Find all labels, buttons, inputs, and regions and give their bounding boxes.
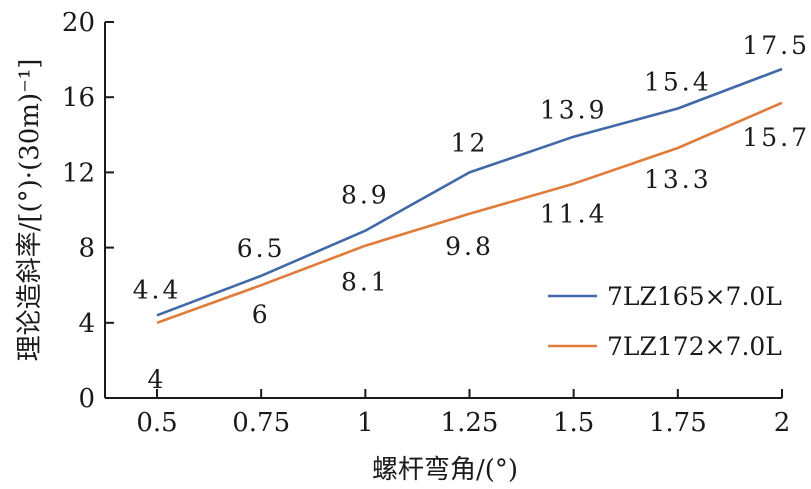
data-label: 4.4 bbox=[133, 275, 182, 304]
x-tick-label: 1.5 bbox=[553, 408, 594, 438]
data-label: 9.8 bbox=[445, 232, 494, 261]
data-label: 17.5 bbox=[742, 31, 810, 60]
data-label: 13.3 bbox=[644, 165, 712, 194]
y-tick-label: 8 bbox=[78, 234, 95, 264]
legend-label-1: 7LZ165×7.0L bbox=[607, 282, 782, 311]
data-label: 8.9 bbox=[341, 181, 390, 210]
y-tick-label: 4 bbox=[78, 309, 95, 339]
data-label: 4 bbox=[148, 365, 167, 394]
series-lines bbox=[156, 67, 783, 325]
x-tick-label: 2 bbox=[774, 408, 791, 438]
legend-label-2: 7LZ172×7.0L bbox=[607, 332, 782, 361]
value-labels: 4.4 6.5 8.9 12 13.9 15.4 17.5 4 6 8.1 9.8 11.4 13.3 1… bbox=[133, 31, 810, 394]
x-tick-label: 1.75 bbox=[649, 408, 707, 438]
data-label: 15.4 bbox=[644, 67, 712, 96]
x-tick-label: 1 bbox=[357, 408, 374, 438]
data-label: 12 bbox=[451, 128, 489, 157]
axes bbox=[104, 22, 782, 399]
y-tick-label: 0 bbox=[78, 384, 95, 414]
y-tick-label: 20 bbox=[62, 8, 95, 38]
y-ticks: 0 4 8 12 16 20 bbox=[62, 8, 114, 414]
data-label: 15.7 bbox=[742, 123, 810, 152]
y-tick-label: 12 bbox=[62, 158, 95, 188]
data-label: 13.9 bbox=[540, 96, 608, 125]
x-axis-title: 螺杆弯角/(°) bbox=[372, 455, 518, 485]
data-label: 6 bbox=[252, 300, 271, 329]
x-tick-label: 0.75 bbox=[232, 408, 290, 438]
series-line-1 bbox=[156, 67, 783, 317]
x-tick-label: 1.25 bbox=[441, 408, 499, 438]
x-ticks: 0.5 0.75 1 1.25 1.5 1.75 2 bbox=[136, 389, 790, 438]
data-label: 6.5 bbox=[237, 234, 286, 263]
y-axis-title: 理论造斜率/[(°)·(30m)⁻¹] bbox=[15, 59, 45, 362]
x-tick-label: 0.5 bbox=[136, 408, 177, 438]
data-label: 11.4 bbox=[540, 200, 608, 229]
data-label: 8.1 bbox=[341, 268, 390, 297]
y-tick-label: 16 bbox=[62, 83, 95, 113]
legend: 7LZ165×7.0L 7LZ172×7.0L bbox=[548, 282, 782, 361]
series-line-2 bbox=[156, 101, 783, 325]
